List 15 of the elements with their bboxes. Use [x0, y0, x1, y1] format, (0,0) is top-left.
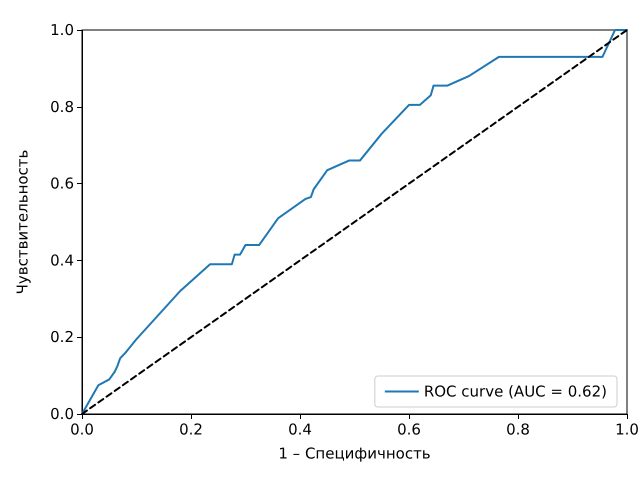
y-tick-label: 0.4 [50, 251, 74, 270]
x-tick-label: 0.4 [288, 420, 312, 438]
y-tick-label: 0.0 [50, 405, 74, 423]
x-tick-label: 0.8 [506, 420, 530, 438]
y-tick-label: 0.2 [50, 328, 74, 346]
x-tick-label: 0.2 [179, 420, 203, 438]
y-tick-label: 1.0 [50, 21, 74, 39]
x-tick-label: 1.0 [615, 420, 639, 438]
x-tick-label: 0.6 [397, 420, 421, 438]
y-tick-label: 0.6 [50, 174, 74, 193]
y-tick-label: 0.8 [50, 98, 74, 116]
x-tick-label: 0.0 [70, 420, 94, 438]
legend-label: ROC curve (AUC = 0.62) [424, 382, 607, 400]
x-axis-title: 1 – Специфичность [278, 444, 431, 462]
y-axis-title: Чувствительность [14, 150, 32, 294]
